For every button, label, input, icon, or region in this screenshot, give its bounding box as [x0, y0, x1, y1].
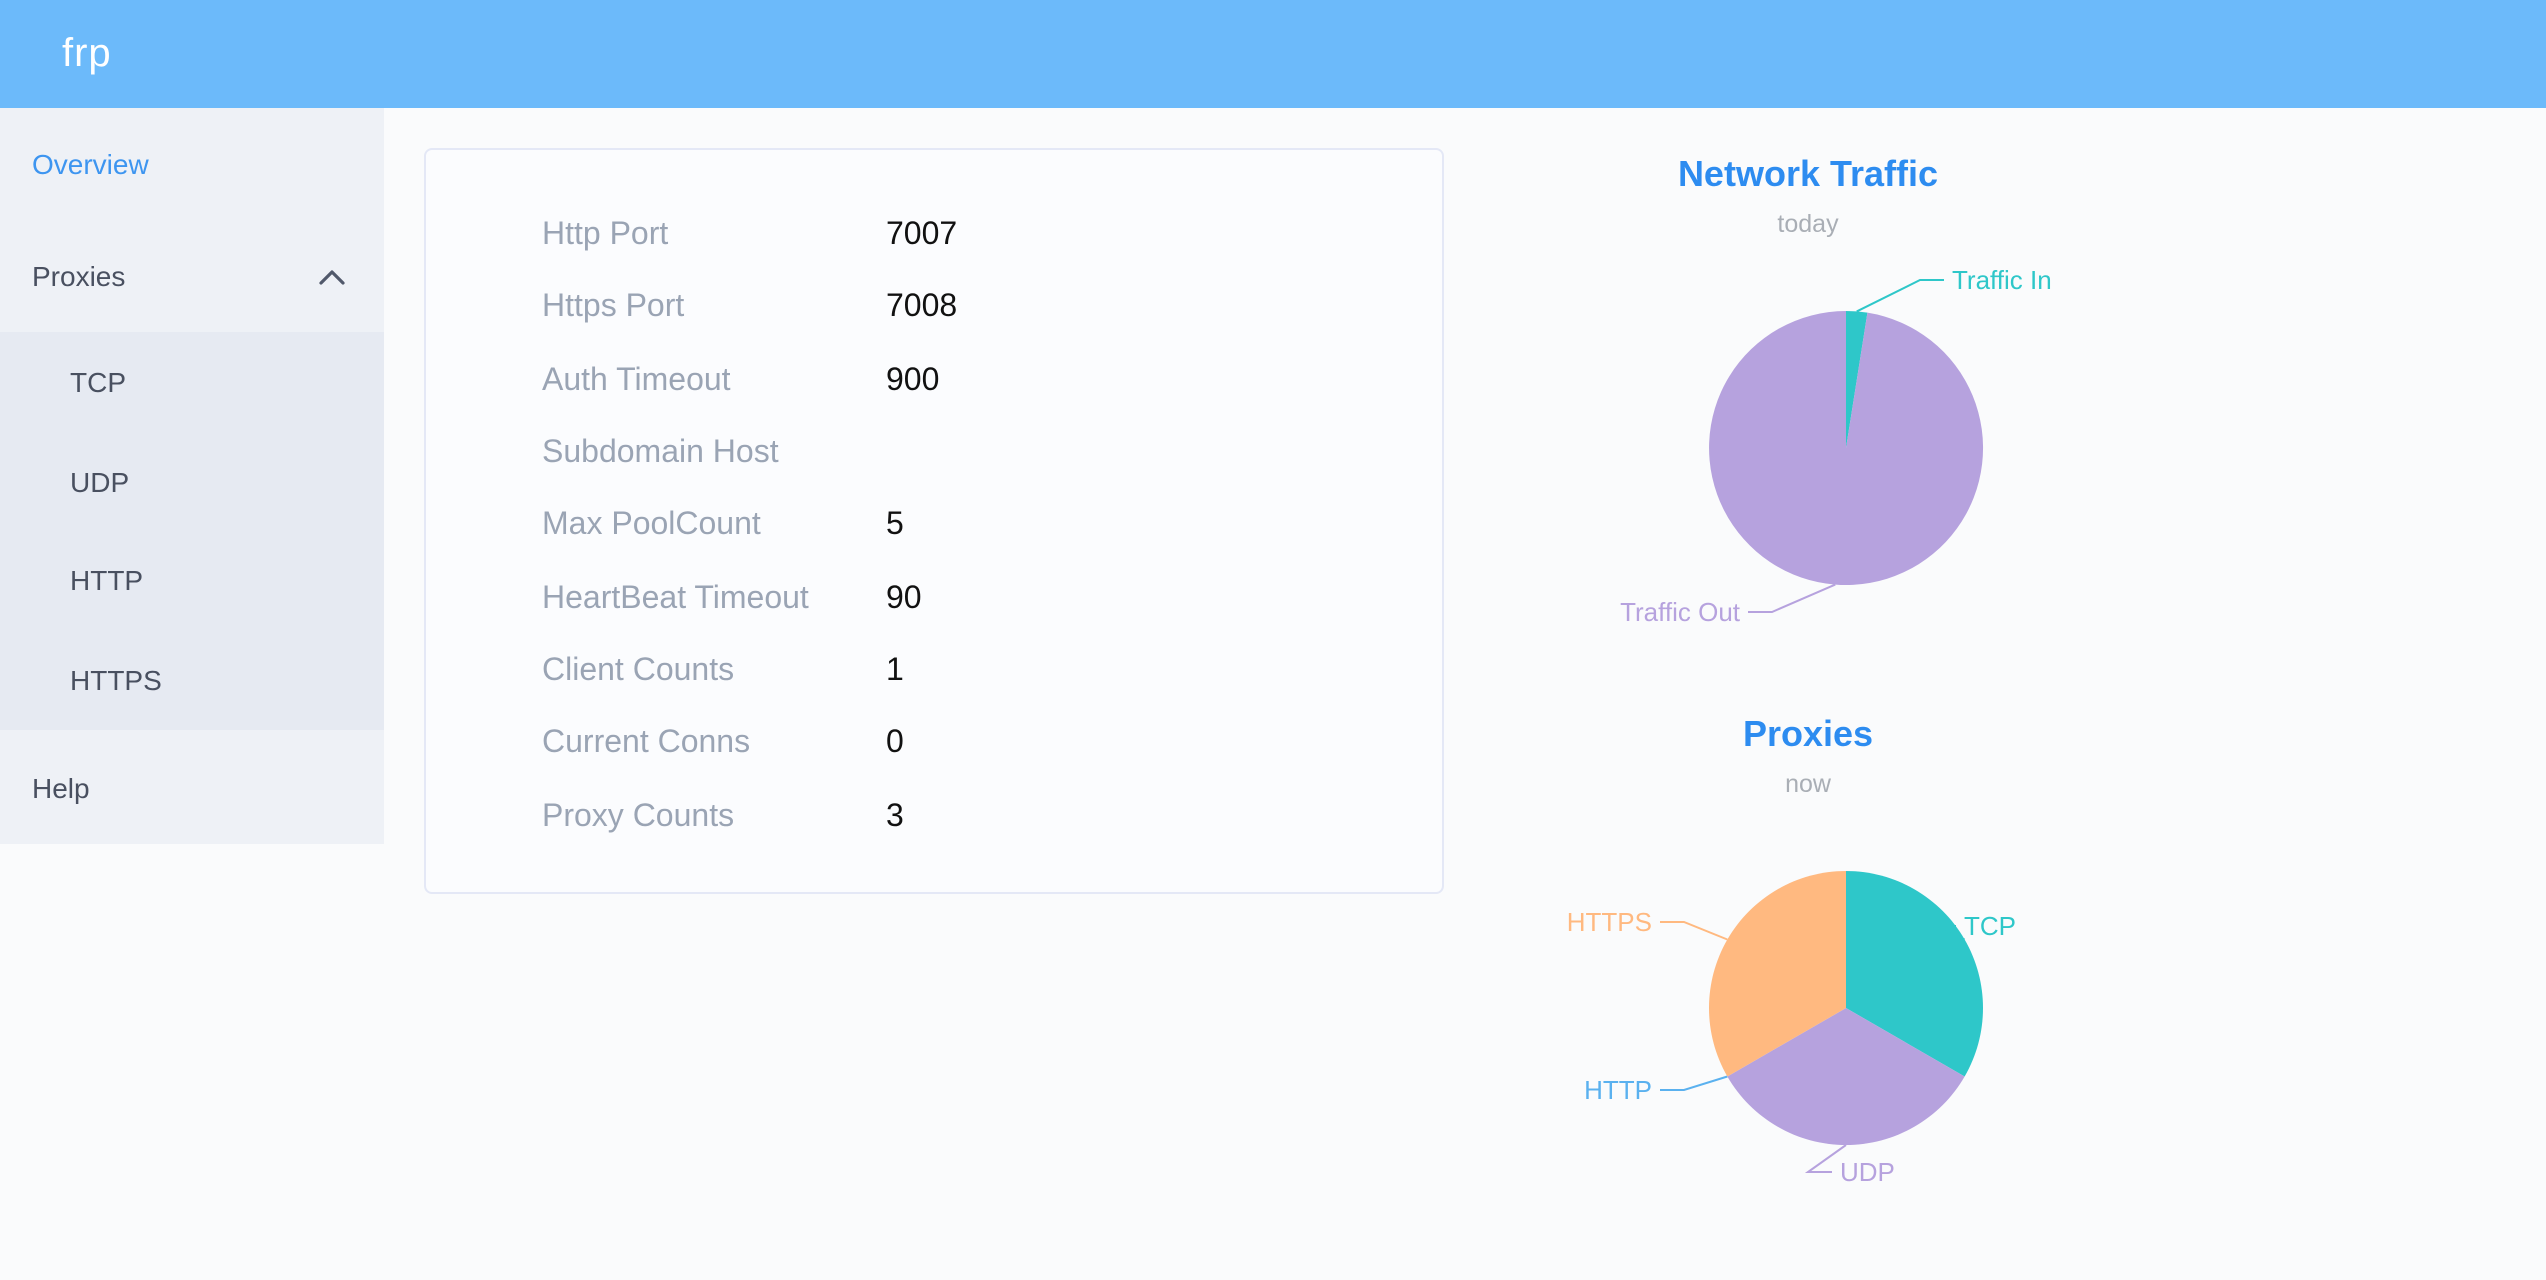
pie-slice-traffic-out[interactable] — [1709, 311, 1984, 585]
info-value: 7008 — [886, 290, 958, 325]
pie-label-http: HTTP — [1584, 1075, 1652, 1105]
info-label: Proxy Counts — [542, 799, 735, 834]
sidebar-item-label: TCP — [70, 365, 126, 398]
sidebar-item-label: UDP — [70, 465, 130, 498]
info-label: Client Counts — [542, 653, 735, 688]
network-traffic-pie: Traffic In Traffic Out — [1620, 265, 2052, 627]
pie-label-tcp: TCP — [1964, 911, 2016, 941]
info-value: 90 — [886, 581, 922, 616]
info-row: Proxy Counts 3 — [426, 781, 1442, 854]
pie-label-https: HTTPS — [1567, 907, 1652, 937]
info-label: Https Port — [542, 290, 685, 325]
info-label: HeartBeat Timeout — [542, 581, 809, 616]
info-row: Client Counts 1 — [426, 636, 1442, 709]
chart-subtitle: now — [1785, 770, 1831, 798]
info-value: 5 — [886, 508, 904, 543]
sidebar-submenu-proxies: TCP UDP HTTP HTTPS — [0, 332, 384, 730]
info-label: Http Port — [542, 218, 669, 253]
info-row: Https Port 7008 — [426, 273, 1442, 346]
chart-title: Proxies — [1742, 714, 1874, 754]
sidebar-item-proxies[interactable]: Proxies — [0, 220, 384, 332]
sidebar-item-label: Help — [32, 771, 90, 803]
pie-slice-tcp[interactable] — [1846, 871, 1983, 1077]
sidebar-item-label: Proxies — [32, 260, 126, 292]
sidebar-item-help[interactable]: Help — [0, 730, 384, 844]
info-row: Auth Timeout 900 — [426, 345, 1442, 418]
info-row: HeartBeat Timeout 90 — [426, 563, 1442, 636]
chart-subtitle: today — [1777, 210, 1839, 238]
info-label: Max PoolCount — [542, 508, 761, 543]
info-value: 7007 — [886, 218, 958, 253]
pie-label-line-http — [1660, 1075, 1728, 1091]
sidebar-item-https[interactable]: HTTPS — [0, 631, 384, 731]
chevron-up-icon — [319, 269, 345, 284]
frp-dashboard: frp Overview Proxies TCP UDP HTTP HTTPS — [0, 0, 2546, 1187]
pie-label-line-udp — [1804, 1144, 1847, 1173]
server-info-card: Http Port 7007 Https Port 7008 Auth Timeout 9… — [424, 148, 1444, 894]
sidebar-item-label: Overview — [32, 148, 149, 180]
sidebar-item-tcp[interactable]: TCP — [0, 332, 384, 432]
info-row: Http Port 7007 — [426, 200, 1442, 273]
info-label: Subdomain Host — [542, 436, 779, 471]
info-value: 900 — [886, 363, 940, 398]
pie-label-traffic-in: Traffic In — [1952, 265, 2052, 295]
info-value: 1 — [886, 653, 904, 688]
pie-label-line-https — [1660, 921, 1728, 941]
pie-label-line-traffic-in — [1856, 279, 1944, 313]
pie-label-line-traffic-out — [1748, 583, 1836, 613]
app-header: frp — [0, 0, 2546, 108]
pie-label-udp: UDP — [1840, 1157, 1895, 1187]
sidebar-item-http[interactable]: HTTP — [0, 531, 384, 631]
info-row: Subdomain Host — [426, 418, 1442, 491]
app-logo: frp — [62, 31, 112, 75]
pie-slice-udp[interactable] — [1727, 1008, 1965, 1145]
pie-label-line-tcp — [1931, 925, 1966, 941]
info-row: Max PoolCount 5 — [426, 490, 1442, 563]
info-label: Current Conns — [542, 726, 751, 761]
chart-title: Network Traffic — [1677, 154, 1939, 194]
info-value: 3 — [886, 799, 904, 834]
network-traffic-chart: Network Traffic today Traffic In Traffic … — [1408, 120, 2208, 720]
sidebar-item-udp[interactable]: UDP — [0, 432, 384, 532]
sidebar: Overview Proxies TCP UDP HTTP HTTPS Help — [0, 108, 384, 844]
info-row: Current Conns 0 — [426, 708, 1442, 781]
sidebar-item-label: HTTPS — [70, 664, 162, 697]
proxies-chart: Proxies now TCP UDP HTTP HTTPS — [1408, 680, 2208, 1280]
sidebar-item-label: HTTP — [70, 564, 144, 597]
proxies-pie: TCP UDP HTTP HTTPS — [1567, 871, 2016, 1187]
info-label: Auth Timeout — [542, 363, 731, 398]
pie-label-traffic-out: Traffic Out — [1620, 597, 1741, 627]
info-value: 0 — [886, 726, 904, 761]
pie-slice-https[interactable] — [1709, 871, 1846, 1077]
pie-slice-traffic-in[interactable] — [1846, 311, 1868, 448]
sidebar-item-overview[interactable]: Overview — [0, 108, 384, 220]
